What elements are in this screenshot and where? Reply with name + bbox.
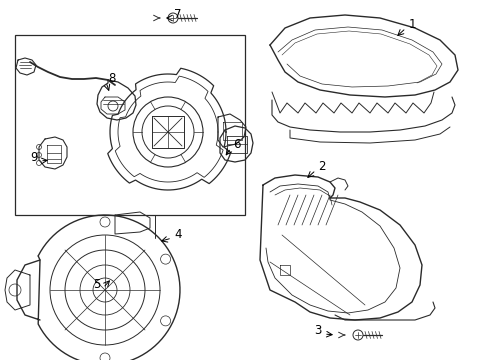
Text: 9: 9	[30, 150, 38, 163]
Text: 3: 3	[314, 324, 322, 337]
Text: 7: 7	[174, 8, 182, 21]
Text: 8: 8	[108, 72, 116, 85]
Text: 2: 2	[318, 159, 326, 172]
Bar	[15, 35, 245, 215]
Text: 6: 6	[233, 138, 241, 150]
Text: 4: 4	[174, 228, 182, 240]
Text: 1: 1	[408, 18, 416, 31]
Text: 5: 5	[93, 278, 100, 291]
